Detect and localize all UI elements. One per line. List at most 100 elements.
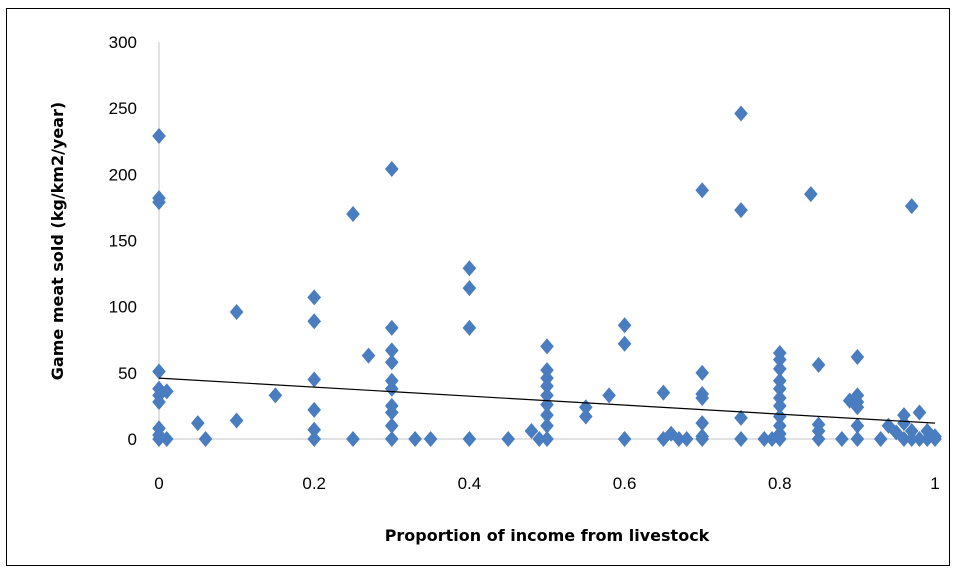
data-point [501,431,515,447]
data-point [850,399,865,416]
y-tick-label: 300 [109,33,137,52]
data-point [904,431,919,447]
data-point [152,127,166,144]
chart-frame: 0 50 100 150 200 250 300 0 0.2 0.4 0.6 0.8 1 Game m… [6,8,950,566]
data-point [734,431,748,447]
data-point [897,415,911,432]
data-point [152,393,166,410]
data-point [385,354,399,371]
y-tick-label: 150 [109,232,137,251]
x-tick-label: 0.6 [613,474,637,493]
data-point [773,431,787,447]
data-point [191,415,205,432]
data-point [307,421,321,438]
data-point [904,198,919,215]
data-point [695,364,709,381]
data-point [602,387,616,404]
data-point [408,431,422,447]
data-points [152,105,942,447]
data-point [773,380,787,397]
data-point [695,182,709,199]
data-point [672,431,686,447]
x-tick-label: 1 [930,474,939,493]
data-point [346,206,360,223]
data-point [385,342,399,359]
data-point [617,317,632,334]
data-point [912,431,927,447]
data-point [159,383,174,400]
data-point [850,431,865,447]
x-axis-title: Proportion of income from livestock [385,526,710,545]
data-point [268,387,283,404]
data-point [462,280,477,297]
y-tick-labels: 0 50 100 150 200 250 300 [109,33,137,449]
data-point [734,105,748,122]
data-point [617,335,632,352]
data-point [152,194,166,211]
data-point [897,431,911,447]
data-point [850,348,865,365]
data-point [734,202,748,219]
data-point [385,431,399,447]
data-point [773,360,787,377]
x-tick-label: 0 [154,474,163,493]
data-point [198,431,213,447]
data-point [229,412,244,429]
data-point [462,319,477,336]
data-point [524,423,539,440]
data-point [540,407,554,424]
x-tick-label: 0.2 [302,474,326,493]
data-point [695,389,709,406]
data-point [811,356,826,373]
data-point [679,431,694,447]
data-point [540,431,554,447]
trend-line [158,377,936,424]
y-tick-label: 50 [118,364,137,383]
data-point [842,392,857,409]
data-point [695,431,709,447]
data-point [152,431,166,447]
data-point [617,431,632,447]
data-point [385,161,399,178]
data-point [835,431,849,447]
data-point [462,431,477,447]
data-point [579,408,593,425]
x-tick-labels: 0 0.2 0.4 0.6 0.8 1 [154,474,939,493]
data-point [811,431,826,447]
data-point [920,431,935,447]
data-point [385,417,399,434]
data-point [307,289,321,306]
data-point [773,351,787,368]
x-tick-label: 0.4 [458,474,482,493]
data-point [850,417,865,434]
data-point [540,338,554,355]
data-point [695,415,709,432]
data-point [804,186,818,203]
data-point [229,303,244,320]
data-point [757,431,772,447]
data-point [385,319,399,336]
data-point [540,378,554,395]
data-point [873,431,888,447]
data-point [385,380,399,397]
y-tick-label: 250 [109,99,137,118]
data-point [540,417,554,434]
scatter-chart: 0 50 100 150 200 250 300 0 0.2 0.4 0.6 0.8 1 Game m… [48,33,942,545]
data-point [532,431,547,447]
data-point [462,260,477,277]
y-tick-label: 100 [109,298,137,317]
y-axis-title: Game meat sold (kg/km2/year) [48,102,67,380]
data-point [928,431,942,447]
y-tick-label: 200 [109,165,137,184]
data-point [912,404,927,421]
data-point [307,313,321,330]
data-point [361,347,376,364]
data-point [773,408,787,425]
data-point [540,396,554,413]
data-point [152,363,166,380]
y-tick-label: 0 [128,430,137,449]
data-point [773,397,787,414]
data-point [423,431,438,447]
data-point [385,404,399,421]
data-point [159,431,174,447]
